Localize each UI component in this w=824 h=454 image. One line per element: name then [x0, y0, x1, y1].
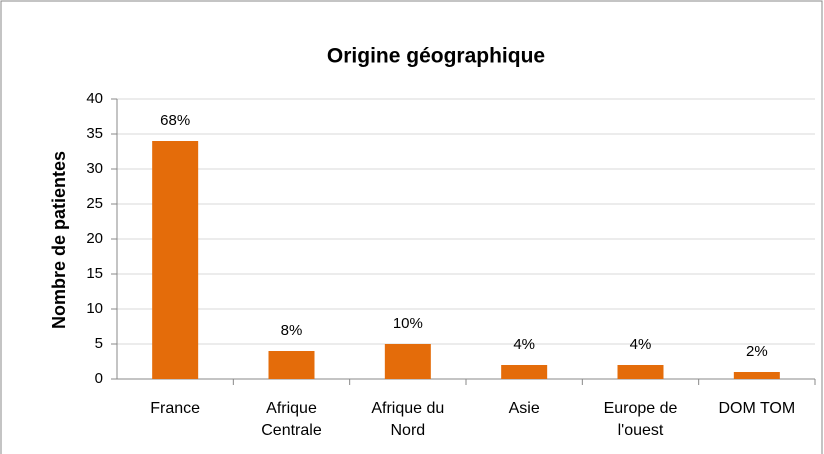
bar	[384, 344, 431, 379]
x-tick-label: Afrique du Nord	[371, 400, 445, 439]
data-label: 10%	[393, 315, 423, 332]
y-tick-label: 15	[86, 265, 103, 282]
bar	[733, 372, 780, 379]
bar	[152, 141, 199, 379]
y-tick-label: 0	[95, 370, 103, 387]
bar	[268, 351, 315, 379]
y-tick-label: 5	[95, 335, 103, 352]
bar	[617, 365, 664, 379]
y-tick-label: 10	[86, 300, 103, 317]
y-tick-label: 35	[86, 125, 103, 142]
x-tick-label: France	[150, 400, 201, 417]
data-label: 4%	[630, 336, 652, 353]
y-tick-label: 20	[86, 230, 103, 247]
chart-title: Origine géographique	[327, 45, 545, 68]
y-axis-label: Nombre de patientes	[49, 151, 69, 329]
bar	[501, 365, 548, 379]
x-tick-label: Europe de l'ouest	[603, 400, 678, 439]
x-tick-label: Asie	[508, 400, 540, 417]
x-tick-label: DOM TOM	[718, 400, 796, 417]
data-label: 2%	[746, 343, 768, 360]
data-label: 68%	[160, 112, 190, 129]
x-tick-label: Afrique Centrale	[261, 400, 322, 439]
y-tick-label: 30	[86, 160, 103, 177]
data-label: 4%	[513, 336, 535, 353]
y-tick-label: 25	[86, 195, 103, 212]
y-tick-label: 40	[86, 90, 103, 107]
data-label: 8%	[281, 322, 303, 339]
